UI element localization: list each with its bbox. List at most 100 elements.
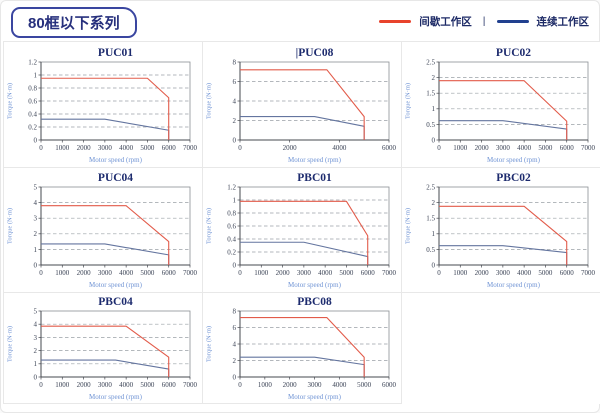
y-tick-label: 8: [233, 307, 237, 315]
y-tick-label: 0.4: [227, 235, 236, 243]
intermittent-working-zone-line: [41, 77, 170, 140]
x-tick-label: 5000: [538, 269, 553, 277]
continuous-working-zone-line: [41, 359, 170, 377]
y-tick-label: 2: [34, 230, 38, 238]
y-tick-label: 1: [34, 360, 38, 368]
continuous-working-zone-line: [240, 241, 369, 265]
chart-puc04: 0 1 2 3 4 5 0 1000 2000 3000 4000 5000 6000 7000 Torqu…: [7, 172, 198, 289]
y-tick-label: 5: [34, 307, 38, 315]
x-axis-label: Motor speed (rpm): [288, 281, 342, 289]
y-tick-label: 1.2: [227, 183, 236, 191]
y-tick-label: 1.2: [28, 58, 37, 66]
y-axis-label: Torque (N·m): [7, 208, 14, 244]
x-tick-label: 4000: [332, 381, 347, 389]
y-tick-label: 0: [233, 261, 237, 269]
y-axis-label: Torque (N·m): [7, 326, 14, 362]
x-tick-label: 1000: [55, 269, 70, 277]
y-axis-label: Torque (N·m): [206, 208, 213, 244]
y-tick-label: 0.4: [28, 110, 37, 118]
y-tick-label: 1.5: [426, 89, 435, 97]
series-title: 80框以下系列: [28, 14, 120, 32]
x-tick-label: 2000: [77, 381, 92, 389]
header: 80框以下系列 间歇工作区 | 连续工作区: [1, 1, 599, 41]
chart-puc02: 0 0.5 1 1.5 2 2.5 0 1000 2000 3000 4000 5000 6000 700…: [405, 47, 596, 164]
chart-title: PUC02: [496, 47, 531, 59]
y-tick-label: 2: [432, 199, 436, 207]
y-tick-label: 0: [34, 136, 38, 144]
chart-cell: 0 0.5 1 1.5 2 2.5 0 1000 2000 3000 4000 5000 6000 700…: [402, 41, 600, 168]
x-tick-label: 0: [39, 269, 43, 277]
x-tick-label: 4000: [318, 269, 333, 277]
intermittent-working-zone-line: [439, 205, 568, 265]
x-tick-label: 6000: [361, 269, 376, 277]
x-tick-label: 2000: [283, 381, 298, 389]
y-tick-label: 5: [34, 183, 38, 191]
chart-cell: 0 0.2 0.4 0.6 0.8 1 1.2 0 1000 2000 3000 4000 5000 60…: [203, 168, 402, 293]
x-tick-label: 3000: [98, 144, 113, 152]
x-axis-label: Motor speed (rpm): [89, 281, 143, 289]
x-tick-label: 1000: [55, 381, 70, 389]
x-tick-label: 6000: [382, 144, 397, 152]
y-tick-label: 3: [34, 215, 38, 223]
intermittent-legend-label: 间歇工作区: [419, 15, 472, 28]
y-tick-label: 0: [34, 373, 38, 381]
x-tick-label: 5000: [140, 381, 155, 389]
y-tick-label: 6: [233, 324, 237, 332]
x-tick-label: 6000: [162, 381, 177, 389]
plot-border: [40, 186, 191, 266]
chart-cell: 0 0.2 0.4 0.6 0.8 1 1.2 0 1000 2000 3000 4000 5000 60…: [3, 41, 203, 168]
chart-title: PBC08: [297, 296, 332, 308]
x-tick-label: 5000: [538, 144, 553, 152]
y-tick-label: 0.8: [227, 209, 236, 217]
intermittent-working-zone-line: [41, 205, 170, 265]
chart-pbc04: 0 1 2 3 4 5 0 1000 2000 3000 4000 5000 6000 7000 Torqu…: [7, 296, 198, 401]
intermittent-working-zone-line: [41, 325, 170, 377]
plot-border: [40, 310, 191, 378]
x-tick-label: 7000: [183, 144, 198, 152]
continuous-working-zone-line: [240, 115, 365, 140]
x-tick-label: 3000: [98, 381, 113, 389]
empty-cell: [402, 293, 600, 404]
x-tick-label: 5000: [357, 381, 372, 389]
y-tick-label: 2: [34, 347, 38, 355]
y-tick-label: 1: [432, 230, 436, 238]
plot-border: [438, 61, 589, 140]
y-tick-label: 0: [432, 136, 436, 144]
y-tick-label: 0.6: [28, 97, 37, 105]
y-tick-label: 1.5: [426, 215, 435, 223]
x-axis-label: Motor speed (rpm): [288, 156, 342, 164]
x-tick-label: 3000: [308, 381, 323, 389]
continuous-working-zone-line: [439, 119, 568, 140]
plot-border: [438, 186, 589, 266]
x-tick-label: 2000: [77, 269, 92, 277]
y-axis-label: Torque (N·m): [206, 326, 213, 362]
x-axis-label: Motor speed (rpm): [288, 393, 342, 401]
x-tick-label: 1000: [258, 381, 273, 389]
continuous-line-swatch: [496, 19, 529, 23]
x-tick-label: 6000: [162, 269, 177, 277]
y-tick-label: 3: [34, 334, 38, 342]
y-tick-label: 4: [233, 340, 237, 348]
intermittent-working-zone-line: [240, 200, 369, 265]
x-tick-label: 2000: [475, 144, 490, 152]
y-tick-label: 0: [432, 261, 436, 269]
chart-pbc08: 0 2 4 6 8 0 1000 2000 3000 4000 5000 6000 Torque (N·…: [206, 296, 397, 401]
series-title-badge: 80框以下系列: [11, 6, 137, 38]
x-tick-label: 0: [238, 381, 242, 389]
y-axis-label: Torque (N·m): [7, 82, 14, 118]
x-axis-label: Motor speed (rpm): [89, 156, 143, 164]
x-tick-label: 4000: [332, 144, 347, 152]
chart-cell: 0 2 4 6 8 0 1000 2000 3000 4000 5000 6000 Torque (N·…: [203, 293, 402, 404]
x-tick-label: 7000: [183, 381, 198, 389]
charts-grid: 0 0.2 0.4 0.6 0.8 1 1.2 0 1000 2000 3000 4000 5000 60…: [3, 41, 600, 404]
x-tick-label: 1000: [453, 269, 468, 277]
chart-title: PBC01: [297, 172, 332, 184]
continuous-working-zone-line: [439, 245, 568, 265]
x-tick-label: 6000: [560, 144, 575, 152]
chart-title: PUC01: [98, 47, 133, 59]
y-tick-label: 0.5: [426, 120, 435, 128]
continuous-working-zone-line: [41, 118, 170, 140]
y-tick-label: 0: [233, 136, 237, 144]
y-tick-label: 0: [233, 373, 237, 381]
x-tick-label: 7000: [581, 269, 596, 277]
